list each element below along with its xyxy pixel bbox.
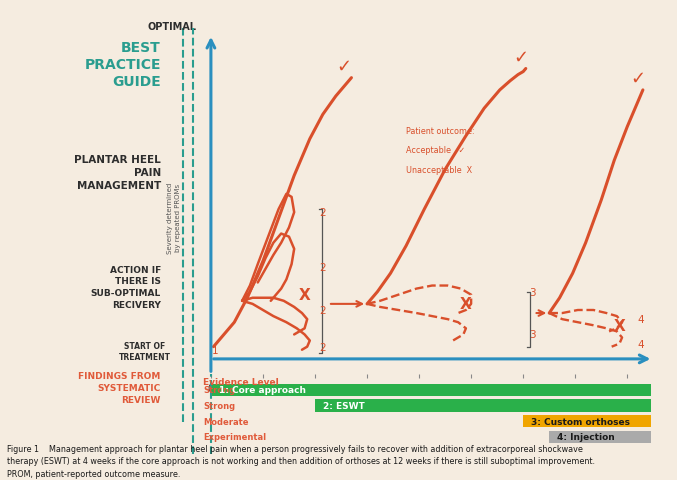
Text: Patient outcome:: Patient outcome: <box>406 126 475 135</box>
Text: 3: 3 <box>529 287 536 297</box>
Text: 2: 2 <box>320 305 326 315</box>
Text: Moderate: Moderate <box>203 417 248 426</box>
Text: X: X <box>613 318 626 333</box>
Text: Strong: Strong <box>203 401 235 410</box>
Text: Acceptable   ✓: Acceptable ✓ <box>406 146 465 155</box>
Text: 4: Injection: 4: Injection <box>557 432 615 441</box>
Text: Evidence Level: Evidence Level <box>203 377 279 386</box>
Text: ✓: ✓ <box>630 70 645 88</box>
Text: START OF
TREATMENT: START OF TREATMENT <box>118 341 171 361</box>
Text: ACTION IF
THERE IS
SUB-OPTIMAL
RECIVERY: ACTION IF THERE IS SUB-OPTIMAL RECIVERY <box>91 265 161 309</box>
Text: X: X <box>460 297 472 312</box>
Text: Severity determined
by repeated PROMs: Severity determined by repeated PROMs <box>167 182 181 253</box>
Text: 2: 2 <box>320 342 326 352</box>
Text: 1: Core approach: 1: Core approach <box>219 385 306 395</box>
Text: Unacceptable  X: Unacceptable X <box>406 166 472 175</box>
Text: Experimental: Experimental <box>203 432 266 441</box>
Text: ✓: ✓ <box>336 58 351 75</box>
Bar <box>315 399 651 412</box>
Text: ✓: ✓ <box>513 48 528 66</box>
Text: BEST
PRACTICE
GUIDE: BEST PRACTICE GUIDE <box>85 41 161 89</box>
Text: Strong: Strong <box>203 385 235 395</box>
X-axis label: TIME IN WEEKS: TIME IN WEEKS <box>380 399 476 409</box>
Bar <box>549 431 651 443</box>
Text: X: X <box>299 288 311 302</box>
Text: 4: 4 <box>637 339 644 349</box>
Text: OPTIMAL: OPTIMAL <box>147 22 196 32</box>
Bar <box>523 415 651 427</box>
Text: 4: 4 <box>637 314 644 324</box>
Text: 2: ESWT: 2: ESWT <box>323 401 364 410</box>
Text: 2: 2 <box>320 208 326 218</box>
Text: 3: 3 <box>529 330 536 340</box>
Text: 3: Custom orthoses: 3: Custom orthoses <box>531 417 630 426</box>
Text: FINDINGS FROM
SYSTEMATIC
REVIEW: FINDINGS FROM SYSTEMATIC REVIEW <box>79 371 161 404</box>
Text: 2: 2 <box>320 263 326 273</box>
Text: Figure 1    Management approach for plantar heel pain when a person progressivel: Figure 1 Management approach for plantar… <box>7 444 595 478</box>
Bar <box>211 384 651 396</box>
Text: 1: 1 <box>211 345 218 355</box>
Text: PLANTAR HEEL
PAIN
MANAGEMENT: PLANTAR HEEL PAIN MANAGEMENT <box>74 155 161 191</box>
